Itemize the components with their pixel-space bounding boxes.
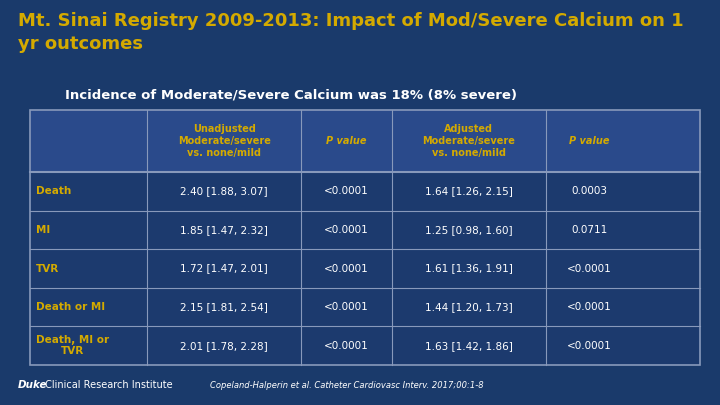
Text: Death, MI or
TVR: Death, MI or TVR	[36, 335, 109, 356]
Bar	[30, 211, 700, 249]
Bar	[30, 172, 700, 211]
Text: Death or MI: Death or MI	[36, 302, 105, 312]
Bar	[30, 288, 700, 326]
Text: Death: Death	[36, 186, 71, 196]
Text: Mt. Sinai Registry 2009-2013: Impact of Mod/Severe Calcium on 1
yr outcomes: Mt. Sinai Registry 2009-2013: Impact of …	[18, 12, 683, 53]
Text: 2.01 [1.78, 2.28]: 2.01 [1.78, 2.28]	[181, 341, 268, 351]
Text: Duke: Duke	[18, 380, 48, 390]
Text: <0.0001: <0.0001	[324, 264, 369, 273]
Text: <0.0001: <0.0001	[324, 341, 369, 351]
Text: Incidence of Moderate/Severe Calcium was 18% (8% severe): Incidence of Moderate/Severe Calcium was…	[65, 88, 517, 101]
Text: 1.44 [1.20, 1.73]: 1.44 [1.20, 1.73]	[425, 302, 513, 312]
Bar	[30, 110, 700, 365]
Text: Copeland-Halperin et al. Catheter Cardiovasc Interv. 2017;00:1-8: Copeland-Halperin et al. Catheter Cardio…	[210, 381, 484, 390]
Text: 0.0003: 0.0003	[572, 186, 608, 196]
Text: Adjusted
Moderate/severe
vs. none/mild: Adjusted Moderate/severe vs. none/mild	[423, 124, 516, 158]
Text: 2.15 [1.81, 2.54]: 2.15 [1.81, 2.54]	[181, 302, 269, 312]
Text: <0.0001: <0.0001	[567, 341, 612, 351]
Bar	[30, 326, 700, 365]
Text: 2.40 [1.88, 3.07]: 2.40 [1.88, 3.07]	[181, 186, 268, 196]
Text: Unadjusted
Moderate/severe
vs. none/mild: Unadjusted Moderate/severe vs. none/mild	[178, 124, 271, 158]
Text: <0.0001: <0.0001	[324, 186, 369, 196]
Text: 1.64 [1.26, 2.15]: 1.64 [1.26, 2.15]	[425, 186, 513, 196]
Text: MI: MI	[36, 225, 50, 235]
Text: 0.0711: 0.0711	[572, 225, 608, 235]
Bar	[30, 110, 700, 172]
Text: <0.0001: <0.0001	[567, 302, 612, 312]
Text: <0.0001: <0.0001	[567, 264, 612, 273]
Text: P value: P value	[570, 136, 610, 146]
Text: <0.0001: <0.0001	[324, 302, 369, 312]
Text: 1.85 [1.47, 2.32]: 1.85 [1.47, 2.32]	[181, 225, 269, 235]
Bar	[30, 249, 700, 288]
Text: TVR: TVR	[36, 264, 59, 273]
Text: 1.63 [1.42, 1.86]: 1.63 [1.42, 1.86]	[425, 341, 513, 351]
Text: <0.0001: <0.0001	[324, 225, 369, 235]
Text: 1.61 [1.36, 1.91]: 1.61 [1.36, 1.91]	[425, 264, 513, 273]
Text: P value: P value	[326, 136, 366, 146]
Text: 1.25 [0.98, 1.60]: 1.25 [0.98, 1.60]	[425, 225, 513, 235]
Text: 1.72 [1.47, 2.01]: 1.72 [1.47, 2.01]	[181, 264, 268, 273]
Text: Clinical Research Institute: Clinical Research Institute	[42, 380, 173, 390]
